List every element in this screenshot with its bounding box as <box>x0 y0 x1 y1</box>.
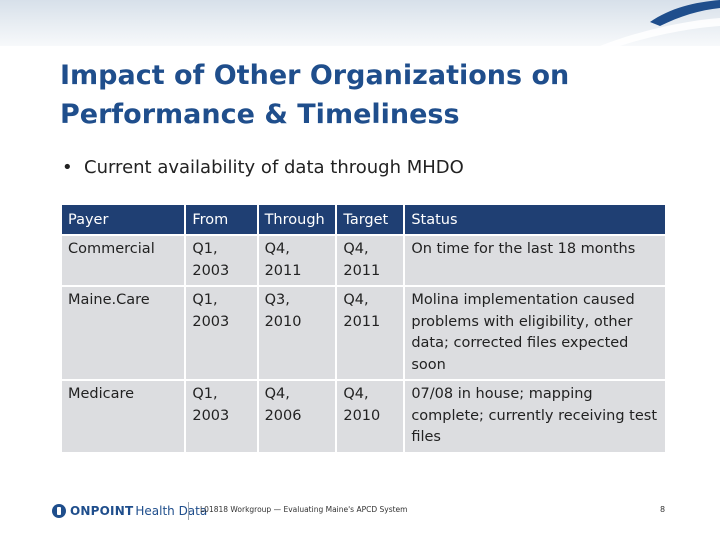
header-band <box>0 0 720 46</box>
cell-status: Molina implementation caused problems wi… <box>405 287 665 379</box>
availability-table: Payer From Through Target Status Commerc… <box>60 203 667 454</box>
onpoint-logo: ONPOINT Health Data <box>52 500 207 522</box>
column-header-target: Target <box>337 205 404 234</box>
swoosh-decoration <box>600 0 720 46</box>
footer-divider <box>188 502 189 520</box>
title-line-1: Impact of Other Organizations on <box>60 60 570 91</box>
bullet-dot-icon: • <box>62 157 73 178</box>
cell-from: Q1, 2003 <box>186 287 257 379</box>
title-line-2: Performance & Timeliness <box>60 99 460 130</box>
cell-payer: Commercial <box>62 236 185 285</box>
column-header-payer: Payer <box>62 205 185 234</box>
cell-target: Q4, 2011 <box>337 287 404 379</box>
page-number: 8 <box>660 505 666 514</box>
table-row: Commercial Q1, 2003 Q4, 2011 Q4, 2011 On… <box>62 236 665 285</box>
bullet-item: • Current availability of data through MH… <box>62 156 464 180</box>
logo-text-rest: Health Data <box>135 504 208 518</box>
cell-status: 07/08 in house; mapping complete; curren… <box>405 381 665 452</box>
cell-through: Q3, 2010 <box>258 287 336 379</box>
column-header-from: From <box>186 205 257 234</box>
cell-from: Q1, 2003 <box>186 381 257 452</box>
cell-target: Q4, 2010 <box>337 381 404 452</box>
cell-from: Q1, 2003 <box>186 236 257 285</box>
column-header-status: Status <box>405 205 665 234</box>
footer: ONPOINT Health Data L01818 Workgroup — E… <box>0 496 720 526</box>
logo-mark-icon <box>52 504 66 518</box>
cell-through: Q4, 2006 <box>258 381 336 452</box>
cell-target: Q4, 2011 <box>337 236 404 285</box>
cell-payer: Medicare <box>62 381 185 452</box>
bullet-text: Current availability of data through MHD… <box>84 157 464 178</box>
cell-payer: Maine.Care <box>62 287 185 379</box>
logo-text-bold: ONPOINT <box>70 504 134 518</box>
column-header-through: Through <box>258 205 336 234</box>
page-title: Impact of Other Organizations on Perform… <box>60 56 680 134</box>
cell-through: Q4, 2011 <box>258 236 336 285</box>
table-row: Medicare Q1, 2003 Q4, 2006 Q4, 2010 07/0… <box>62 381 665 452</box>
cell-status: On time for the last 18 months <box>405 236 665 285</box>
table-row: Maine.Care Q1, 2003 Q3, 2010 Q4, 2011 Mo… <box>62 287 665 379</box>
footer-caption: L01818 Workgroup — Evaluating Maine's AP… <box>200 505 408 514</box>
table-header-row: Payer From Through Target Status <box>62 205 665 234</box>
